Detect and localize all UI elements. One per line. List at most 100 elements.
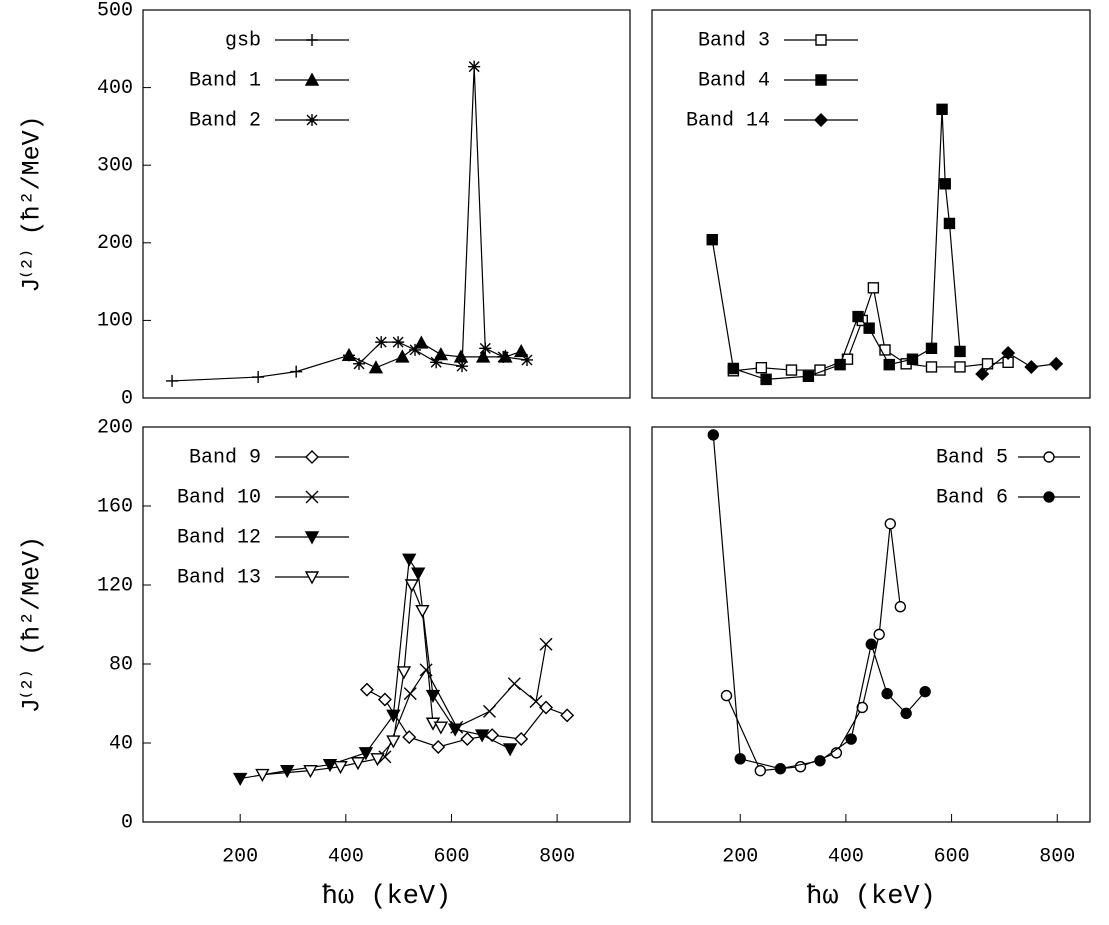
- legend-label: Band 9: [189, 446, 261, 469]
- x-axis-label: ħω (keV): [322, 882, 452, 912]
- data-point: [514, 343, 529, 358]
- x-tick-label: 400: [828, 845, 864, 868]
- data-point: [560, 708, 575, 723]
- data-point: [906, 353, 919, 365]
- data-point: [863, 322, 875, 334]
- data-point: [370, 753, 385, 767]
- data-point: [447, 723, 463, 737]
- legend-label: Band 4: [698, 69, 770, 92]
- data-point: [359, 682, 374, 697]
- data-point: [707, 429, 719, 441]
- data-point: [734, 753, 746, 765]
- data-point: [415, 604, 430, 619]
- y-tick-label: 0: [121, 811, 133, 834]
- y-tick-label: 500: [97, 0, 133, 22]
- data-point: [322, 759, 338, 773]
- data-point: [754, 764, 767, 777]
- data-point: [1001, 346, 1016, 360]
- data-point: [402, 730, 417, 745]
- data-point: [521, 353, 534, 366]
- plot-frame: [651, 426, 1091, 823]
- data-point: [507, 677, 521, 691]
- data-point: [386, 735, 401, 749]
- y-axis-label: J⁽²⁾ (ħ²/MeV): [18, 115, 47, 292]
- data-point: [303, 764, 318, 779]
- data-point: [453, 349, 469, 363]
- series-line: [240, 557, 511, 780]
- data-point: [760, 373, 772, 386]
- legend-marker: [304, 72, 320, 86]
- data-point: [425, 689, 441, 704]
- data-point: [954, 361, 966, 373]
- legend-marker: [1043, 491, 1055, 503]
- data-point: [460, 732, 475, 747]
- legend-marker: [1043, 451, 1055, 463]
- legend-marker: [304, 531, 320, 545]
- data-point: [375, 336, 388, 349]
- series-line: [262, 584, 442, 776]
- data-point: [411, 567, 426, 581]
- data-point: [353, 357, 366, 370]
- data-point: [456, 360, 469, 373]
- data-point: [894, 601, 907, 613]
- x-tick-label: 600: [934, 845, 970, 868]
- data-point: [497, 350, 510, 363]
- y-tick-label: 200: [97, 232, 133, 255]
- data-point: [925, 342, 938, 355]
- data-point: [727, 362, 740, 375]
- y-tick-label: 300: [97, 154, 133, 177]
- data-point: [939, 178, 951, 190]
- data-point: [350, 757, 366, 771]
- legend-label: Band 1: [189, 69, 261, 92]
- series-line: [725, 523, 901, 772]
- x-axis-label: ħω (keV): [806, 882, 936, 912]
- data-point: [392, 336, 405, 349]
- data-point: [233, 772, 248, 787]
- legend-marker: [304, 571, 320, 585]
- plot-frame: [142, 9, 631, 399]
- legend-label: Band 13: [177, 566, 261, 589]
- series-line: [172, 354, 350, 382]
- data-point: [884, 518, 896, 530]
- data-point: [936, 103, 948, 116]
- data-point: [1024, 359, 1039, 374]
- plot-frame: [142, 426, 631, 823]
- legend-label: gsb: [225, 29, 261, 52]
- data-point: [479, 342, 492, 355]
- data-point: [873, 628, 885, 641]
- data-point: [166, 374, 179, 387]
- y-tick-label: 400: [97, 77, 133, 100]
- data-point: [404, 579, 420, 593]
- data-point: [433, 721, 449, 735]
- data-point: [785, 364, 798, 376]
- series-line: [712, 434, 926, 770]
- data-point: [529, 695, 543, 709]
- legend-marker: [305, 490, 319, 504]
- data-point: [539, 700, 554, 715]
- data-point: [333, 761, 348, 775]
- data-point: [802, 370, 815, 382]
- data-point: [774, 762, 787, 775]
- x-tick-label: 400: [328, 845, 364, 868]
- plot-frame: [651, 9, 1091, 399]
- data-point: [794, 761, 807, 773]
- series-line: [981, 352, 1057, 375]
- x-tick-label: 800: [1039, 845, 1075, 868]
- legend-label: Band 12: [177, 526, 261, 549]
- legend-label: Band 6: [936, 486, 1008, 509]
- data-point: [755, 362, 768, 374]
- data-point: [378, 750, 392, 764]
- y-tick-label: 160: [97, 495, 133, 518]
- data-point: [981, 358, 994, 370]
- legend-marker: [306, 34, 318, 46]
- data-point: [943, 217, 956, 230]
- data-point: [431, 739, 446, 754]
- y-tick-label: 200: [97, 416, 133, 439]
- data-point: [430, 356, 443, 369]
- legend-label: Band 5: [936, 446, 1008, 469]
- data-point: [502, 743, 518, 757]
- data-point: [368, 360, 384, 374]
- x-tick-label: 200: [222, 845, 258, 868]
- data-point: [852, 310, 864, 323]
- legend-label: Band 3: [698, 29, 770, 52]
